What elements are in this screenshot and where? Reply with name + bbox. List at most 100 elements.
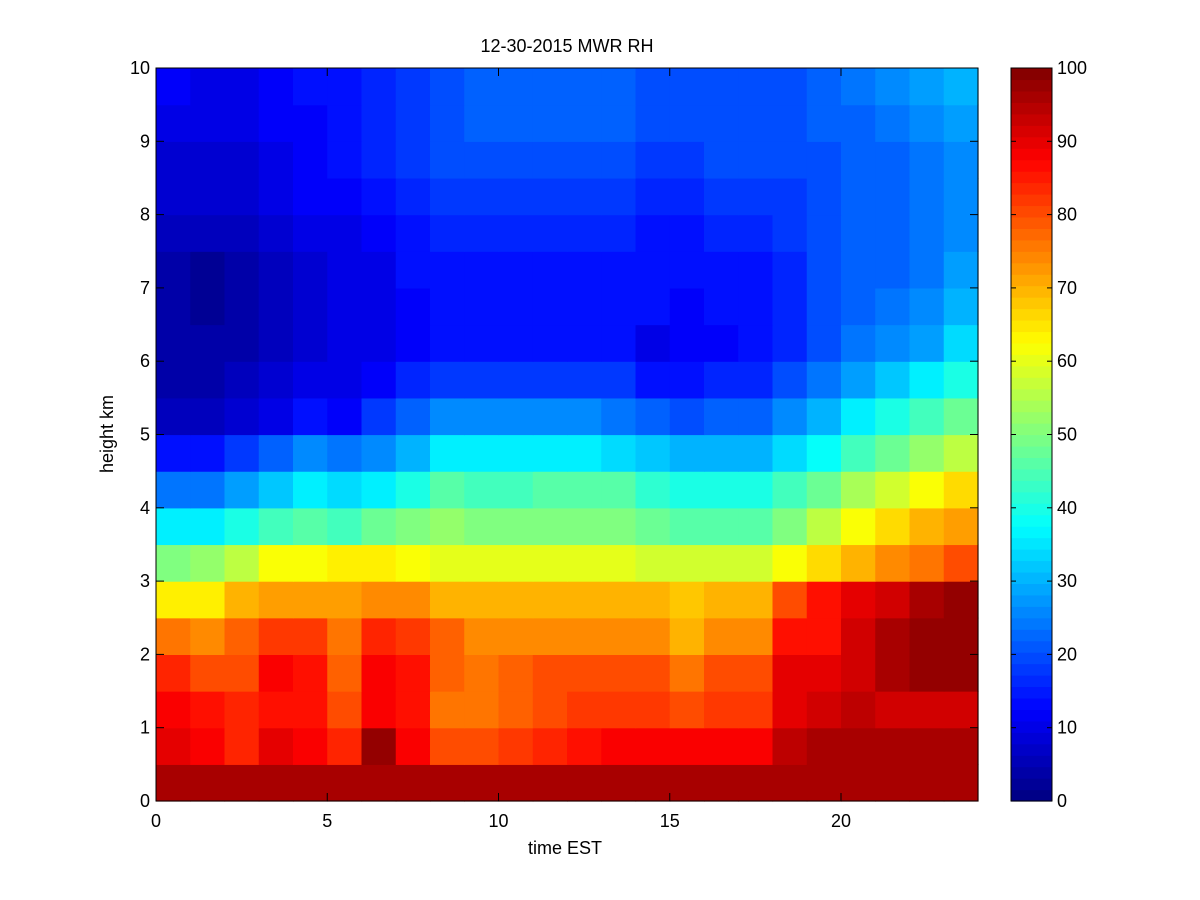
heatmap-cell <box>464 434 500 472</box>
heatmap-cell <box>156 764 191 802</box>
heatmap-cell <box>156 68 191 106</box>
heatmap-cell <box>156 177 191 216</box>
heatmap-cell <box>806 434 842 472</box>
heatmap-cell <box>875 764 911 802</box>
heatmap-cell <box>635 68 671 106</box>
heatmap-cell <box>224 617 260 655</box>
colorbar-segment <box>1011 514 1052 527</box>
heatmap-cell <box>909 544 945 582</box>
heatmap-cell <box>601 141 637 179</box>
heatmap-cell <box>841 507 876 546</box>
y-tick-label: 2 <box>140 644 150 664</box>
heatmap-cell <box>772 691 808 729</box>
colorbar-segment <box>1011 675 1052 688</box>
heatmap-cell <box>943 104 979 142</box>
heatmap-cell <box>293 141 328 179</box>
heatmap-cell <box>430 397 465 436</box>
heatmap-cell <box>156 434 191 472</box>
heatmap-cell <box>738 104 774 142</box>
heatmap-cell <box>875 287 911 326</box>
heatmap-cell <box>601 471 637 509</box>
heatmap-cell <box>532 361 568 399</box>
heatmap-cell <box>567 397 602 436</box>
heatmap-cell <box>601 324 637 362</box>
heatmap-cell <box>532 104 568 142</box>
heatmap-cell <box>361 654 397 692</box>
heatmap-cell <box>258 68 294 106</box>
heatmap-cell <box>772 68 808 106</box>
heatmap-cell <box>635 544 671 582</box>
heatmap-cell <box>430 177 465 216</box>
heatmap-cell <box>430 507 465 546</box>
heatmap-cell <box>430 764 465 802</box>
heatmap-cell <box>224 691 260 729</box>
heatmap-cell <box>704 397 739 436</box>
colorbar-segment <box>1011 789 1052 802</box>
heatmap-cell <box>293 471 328 509</box>
heatmap-cell <box>875 471 911 509</box>
heatmap-cell <box>635 141 671 179</box>
heatmap-cell <box>361 324 397 362</box>
heatmap-cell <box>293 691 328 729</box>
heatmap-cell <box>395 471 431 509</box>
heatmap-cell <box>464 214 500 252</box>
heatmap-cell <box>464 764 500 802</box>
heatmap-cell <box>909 141 945 179</box>
heatmap-cell <box>601 507 637 546</box>
heatmap-cell <box>156 251 191 289</box>
colorbar-segment <box>1011 755 1052 768</box>
heatmap-cell <box>361 764 397 802</box>
heatmap-cell <box>430 104 465 142</box>
heatmap-cell <box>395 654 431 692</box>
heatmap-cell <box>327 324 363 362</box>
heatmap-cell <box>430 251 465 289</box>
heatmap-cell <box>498 691 534 729</box>
heatmap-cell <box>841 214 876 252</box>
heatmap-cell <box>635 654 671 692</box>
heatmap-cell <box>156 617 191 655</box>
colorbar-segment <box>1011 388 1052 401</box>
colorbar-segment <box>1011 457 1052 470</box>
heatmap-cell <box>293 434 328 472</box>
heatmap-cell <box>190 434 226 472</box>
heatmap-cell <box>258 397 294 436</box>
heatmap-cell <box>532 654 568 692</box>
heatmap-cell <box>532 397 568 436</box>
heatmap-cell <box>943 581 979 619</box>
heatmap-cell <box>669 764 705 802</box>
heatmap-cell <box>190 654 226 692</box>
heatmap-cell <box>601 287 637 326</box>
colorbar-segment <box>1011 365 1052 378</box>
heatmap-cell <box>943 691 979 729</box>
heatmap-cell <box>395 68 431 106</box>
heatmap-cell <box>190 361 226 399</box>
heatmap-cell <box>635 361 671 399</box>
heatmap-cell <box>327 361 363 399</box>
colorbar-segment <box>1011 778 1052 791</box>
colorbar-segment <box>1011 491 1052 504</box>
heatmap-cell <box>601 764 637 802</box>
heatmap-cell <box>601 654 637 692</box>
heatmap-cell <box>430 654 465 692</box>
heatmap-cell <box>361 104 397 142</box>
heatmap-cell <box>327 581 363 619</box>
heatmap-cell <box>567 691 602 729</box>
heatmap-cell <box>224 324 260 362</box>
heatmap-cell <box>293 361 328 399</box>
y-tick-label: 7 <box>140 278 150 298</box>
heatmap-cell <box>361 581 397 619</box>
heatmap-cell <box>875 434 911 472</box>
heatmap-cell <box>943 251 979 289</box>
heatmap-cell <box>293 104 328 142</box>
heatmap-cell <box>806 397 842 436</box>
heatmap-cell <box>909 617 945 655</box>
y-tick-label: 9 <box>140 131 150 151</box>
heatmap-cell <box>567 617 602 655</box>
heatmap-cell <box>601 104 637 142</box>
heatmap-cell <box>875 251 911 289</box>
colorbar-tick-label: 60 <box>1057 351 1077 371</box>
colorbar-segment <box>1011 411 1052 424</box>
heatmap-cell <box>327 617 363 655</box>
heatmap-cell <box>841 617 876 655</box>
heatmap-cell <box>327 287 363 326</box>
